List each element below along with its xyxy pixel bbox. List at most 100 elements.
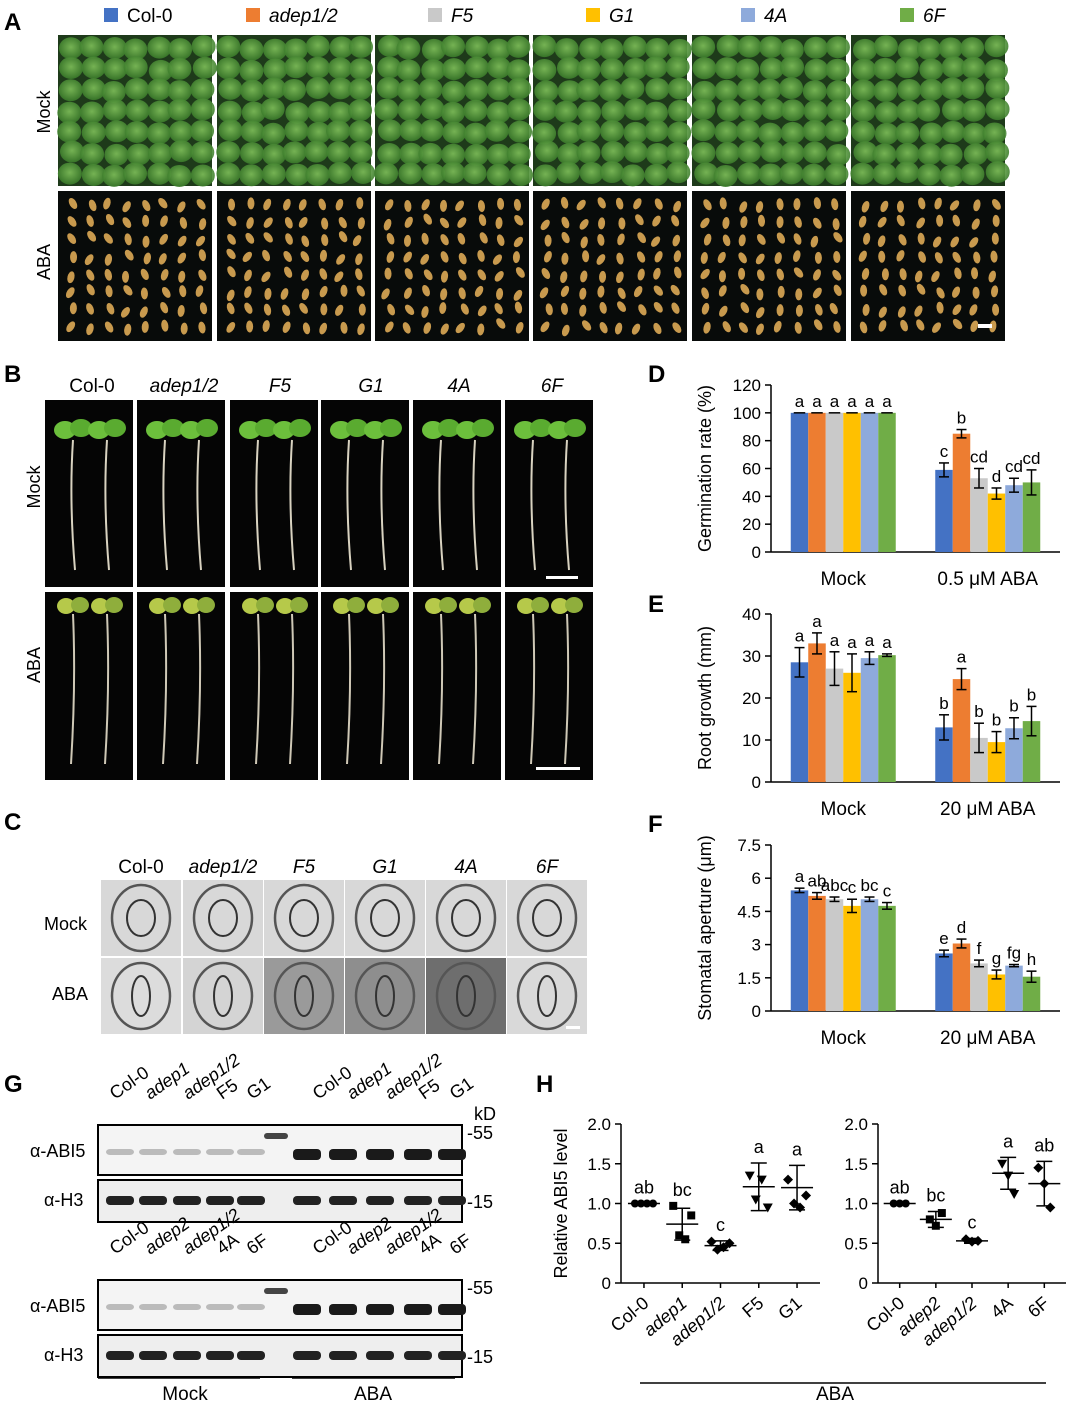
- seedling: [126, 143, 151, 166]
- seed: [540, 321, 550, 333]
- seedling: [101, 80, 126, 103]
- seedling: [532, 35, 557, 58]
- significance-letter: b: [1027, 685, 1036, 704]
- stoma: [294, 975, 314, 1017]
- seed: [340, 321, 348, 334]
- seed: [598, 217, 606, 230]
- band-h3: [438, 1196, 466, 1205]
- root: [196, 613, 202, 765]
- seed: [245, 232, 255, 244]
- seed: [914, 270, 923, 283]
- x-group-label: Mock: [821, 1028, 867, 1049]
- seedling: [441, 80, 466, 103]
- seed: [990, 285, 999, 298]
- seed: [670, 284, 680, 296]
- seedling: [399, 119, 424, 142]
- seed: [120, 307, 130, 318]
- seed: [540, 219, 550, 231]
- seedling: [283, 38, 308, 61]
- seedling: [714, 79, 739, 102]
- seed: [403, 287, 412, 299]
- leaf: [530, 419, 552, 437]
- seedling: [123, 38, 148, 61]
- seed: [141, 320, 149, 333]
- seedling: [665, 142, 690, 165]
- seedling: [377, 143, 402, 166]
- seedling: [736, 162, 761, 185]
- leaf: [197, 597, 215, 613]
- seed: [544, 234, 552, 247]
- seed: [105, 213, 115, 226]
- seedling: [779, 162, 804, 185]
- seedling: [962, 122, 987, 145]
- seed: [878, 320, 887, 332]
- seed: [545, 303, 553, 316]
- seed: [988, 270, 997, 283]
- seed: [281, 304, 291, 316]
- seedling: [239, 142, 264, 165]
- seed: [87, 230, 97, 242]
- significance-letter: e: [939, 929, 948, 948]
- seed: [738, 252, 747, 264]
- seedling: [192, 56, 217, 79]
- seedling: [464, 79, 489, 102]
- y-tick-label: 4.5: [737, 902, 761, 921]
- seedling: [240, 79, 265, 102]
- seed: [422, 284, 430, 297]
- seedling: [398, 162, 423, 185]
- seed: [740, 283, 750, 295]
- seed: [496, 318, 506, 329]
- seed: [541, 268, 551, 279]
- seedling: [79, 101, 104, 124]
- seed: [494, 271, 504, 282]
- seedling: [757, 78, 782, 101]
- x-tick-label: 6F: [1024, 1293, 1053, 1322]
- seedling: [758, 36, 783, 59]
- seed: [106, 303, 115, 315]
- seedling: [218, 119, 243, 142]
- seed: [122, 270, 130, 283]
- seedling: [147, 78, 172, 101]
- seedling: [780, 121, 805, 144]
- seed: [358, 303, 366, 316]
- seed: [560, 285, 570, 297]
- leaf: [71, 597, 89, 613]
- seedling: [484, 119, 509, 142]
- y-tick-label: 100: [733, 404, 761, 423]
- mock-photo: [183, 880, 263, 956]
- significance-letter: cd: [970, 448, 988, 467]
- leaf: [381, 597, 399, 613]
- seedling: [643, 56, 668, 79]
- seedling: [190, 141, 215, 164]
- seed: [403, 251, 412, 263]
- seed: [616, 252, 624, 265]
- seed: [69, 302, 77, 315]
- leaf: [289, 419, 311, 437]
- seed: [638, 304, 647, 316]
- seed: [900, 319, 909, 332]
- band-h3: [173, 1351, 201, 1360]
- seedling: [239, 164, 264, 187]
- seed: [492, 254, 503, 265]
- leaf: [425, 598, 443, 614]
- seed: [599, 270, 607, 283]
- seedling: [421, 38, 446, 61]
- row-label-aba: ABA: [34, 244, 54, 280]
- genotype-label: adep1/2: [150, 376, 219, 397]
- seed: [384, 199, 394, 211]
- seedling: [600, 58, 625, 81]
- seed: [652, 215, 661, 227]
- band-abi5: [237, 1304, 265, 1310]
- seed: [440, 234, 449, 246]
- y-tick-label: 2.0: [844, 1115, 868, 1134]
- legend-swatch: [246, 8, 260, 22]
- seedling: [190, 119, 215, 142]
- significance-letter: d: [957, 918, 966, 937]
- seed: [810, 235, 819, 248]
- seed: [969, 237, 979, 248]
- seedling: [623, 98, 648, 121]
- seed: [195, 235, 206, 247]
- marker-band: [264, 1288, 288, 1294]
- seed: [262, 249, 271, 262]
- panel-b: B Col-0 adep1/2 F5 G1 4A 6F Mock ABA: [4, 361, 593, 780]
